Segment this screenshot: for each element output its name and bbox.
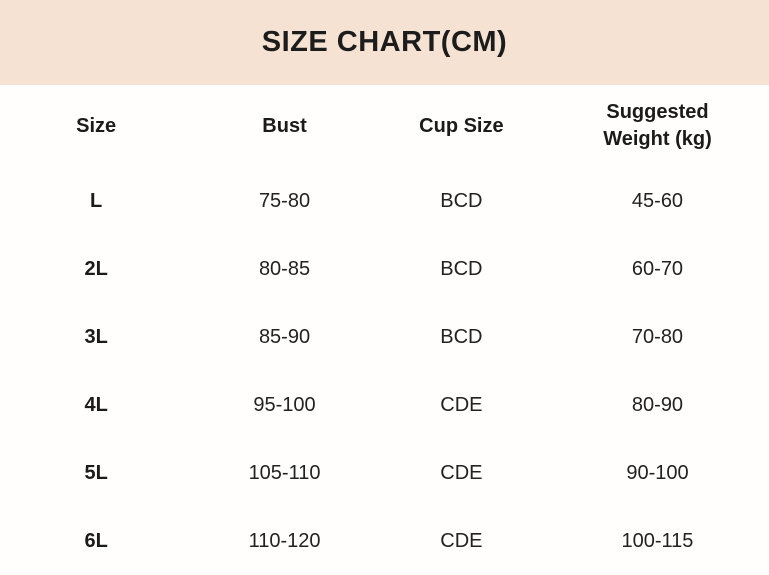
cell-bust: 75-80 [258, 189, 311, 212]
cell-suggested-weight: 100-115 [621, 529, 694, 552]
page-title: SIZE CHART(CM) [261, 26, 508, 58]
cell-bust: 95-100 [253, 393, 316, 416]
table-row: 5L 105-110 CDE 90-100 [0, 439, 769, 507]
cell-bust: 80-85 [258, 257, 311, 280]
cell-size: L [90, 189, 103, 212]
cell-suggested-weight: 80-90 [631, 393, 684, 416]
column-header-bust: Bust [262, 114, 307, 137]
table-row: 3L 85-90 BCD 70-80 [0, 303, 769, 371]
cell-suggested-weight: 70-80 [631, 325, 684, 348]
cell-size: 2L [84, 257, 108, 280]
cell-cup-size: BCD [440, 257, 483, 280]
cell-cup-size: CDE [440, 393, 483, 416]
table-row: L 75-80 BCD 45-60 [0, 167, 769, 235]
cell-cup-size: CDE [440, 529, 483, 552]
table-row: 2L 80-85 BCD 60-70 [0, 235, 769, 303]
column-header-size: Size [76, 114, 117, 137]
column-header-suggested-weight: Suggested Weight (kg) [603, 101, 712, 150]
cell-bust: 105-110 [248, 461, 321, 484]
table-header-row: Size Bust Cup Size Suggested Weight (kg) [0, 85, 769, 167]
cell-cup-size: CDE [440, 461, 483, 484]
cell-suggested-weight: 45-60 [631, 189, 684, 212]
cell-bust: 110-120 [248, 529, 321, 552]
cell-suggested-weight: 60-70 [631, 257, 684, 280]
cell-cup-size: BCD [440, 189, 483, 212]
cell-bust: 85-90 [258, 325, 311, 348]
size-chart-header-band: SIZE CHART(CM) [0, 0, 769, 85]
cell-cup-size: BCD [440, 325, 483, 348]
cell-size: 4L [84, 393, 108, 416]
table-row: 6L 110-120 CDE 100-115 [0, 507, 769, 575]
cell-size: 6L [84, 529, 108, 552]
cell-size: 5L [84, 461, 108, 484]
column-header-cup-size: Cup Size [419, 114, 504, 137]
cell-size: 3L [84, 325, 108, 348]
size-chart-table: Size Bust Cup Size Suggested Weight (kg)… [0, 85, 769, 575]
cell-suggested-weight: 90-100 [626, 461, 689, 484]
table-row: 4L 95-100 CDE 80-90 [0, 371, 769, 439]
